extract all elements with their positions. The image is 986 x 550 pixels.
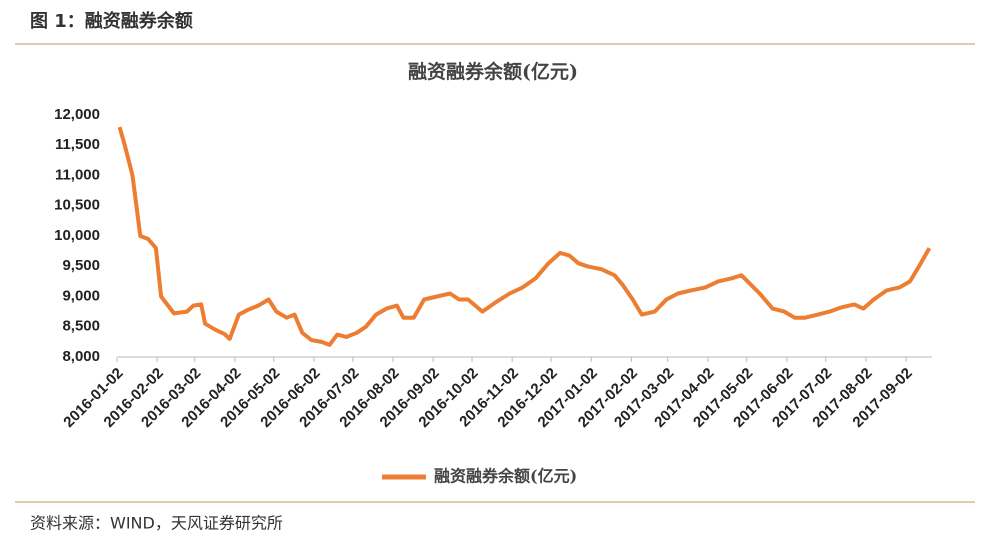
y-tick-label: 10,500: [54, 197, 100, 214]
data-line: [117, 126, 932, 347]
source-note: 资料来源：WIND，天风证券研究所: [30, 514, 283, 533]
y-tick-label: 12,000: [54, 106, 100, 123]
chart-title: 融资融券余额(亿元): [408, 60, 578, 83]
figure-title: 图 1：融资融券余额: [30, 10, 193, 32]
y-tick-label: 8,500: [62, 318, 100, 335]
y-tick-label: 8,000: [62, 348, 100, 365]
y-tick-label: 11,000: [55, 166, 100, 183]
y-tick-label: 10,000: [54, 227, 100, 244]
y-tick-label: 11,500: [55, 136, 100, 153]
y-tick-label: 9,000: [62, 287, 100, 304]
legend-label: 融资融券余额(亿元): [434, 467, 577, 486]
y-tick-label: 9,500: [62, 257, 100, 274]
